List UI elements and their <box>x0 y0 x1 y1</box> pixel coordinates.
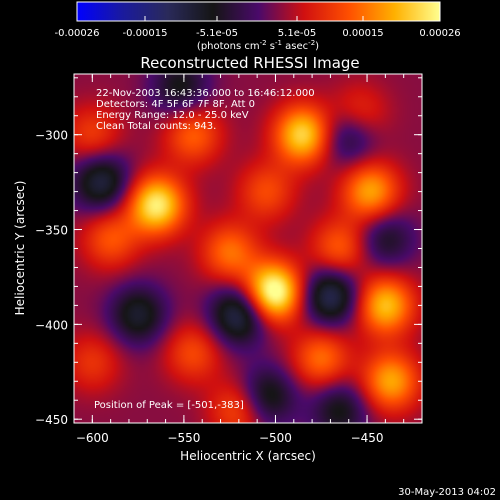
y-tick-label: −450 <box>35 413 68 427</box>
colorbar-unit-label: (photons cm-2 s-1 asec-2) <box>197 39 319 52</box>
y-axis-label: Heliocentric Y (arcsec) <box>13 181 27 316</box>
peak-position-label: Position of Peak = [-501,-383] <box>94 400 244 411</box>
x-tick-label: −450 <box>351 431 384 445</box>
plot-annotations: 22-Nov-2003 16:43:36.000 to 16:46:12.000… <box>94 88 315 411</box>
colorbar-ticks: -0.00026 -0.00015 -5.1e-05 5.1e-05 0.00015 0.… <box>55 16 461 39</box>
x-axis: −600 −550 −500 −450 <box>73 74 423 445</box>
y-tick-label: −300 <box>35 129 68 143</box>
annotation-energy: Energy Range: 12.0 - 25.0 keV <box>96 110 249 121</box>
heatmap-raster <box>74 74 422 423</box>
colorbar-tick-label: 0.00015 <box>342 28 383 39</box>
x-tick-label: −550 <box>167 431 200 445</box>
colorbar-frame <box>76 1 441 22</box>
annotation-detectors: Detectors: 4F 5F 6F 7F 8F, Att 0 <box>96 99 255 110</box>
colorbar-tick-label: -0.00026 <box>55 28 100 39</box>
chart-title: Reconstructed RHESSI Image <box>140 54 359 72</box>
colorbar-tick-label: -5.1e-05 <box>196 28 238 39</box>
colorbar: -0.00026 -0.00015 -5.1e-05 5.1e-05 0.00015 0.… <box>55 1 461 52</box>
annotation-clean: Clean Total counts: 943. <box>96 121 216 132</box>
y-tick-label: −400 <box>35 318 68 332</box>
x-axis-label: Heliocentric X (arcsec) <box>180 449 316 463</box>
x-tick-label: −600 <box>76 431 109 445</box>
x-tick-label: −500 <box>259 431 292 445</box>
colorbar-strip <box>77 2 440 21</box>
heatmap-image <box>74 74 422 423</box>
colorbar-tick-label: -0.00015 <box>123 28 168 39</box>
annotation-time: 22-Nov-2003 16:43:36.000 to 16:46:12.000 <box>96 88 315 99</box>
colorbar-tick-label: 0.00026 <box>419 28 460 39</box>
colorbar-tick-label: 5.1e-05 <box>278 28 316 39</box>
y-axis: −300 −350 −400 −450 <box>35 77 422 427</box>
y-tick-label: −350 <box>35 224 68 238</box>
footer-timestamp: 30-May-2013 04:02 <box>398 487 496 498</box>
